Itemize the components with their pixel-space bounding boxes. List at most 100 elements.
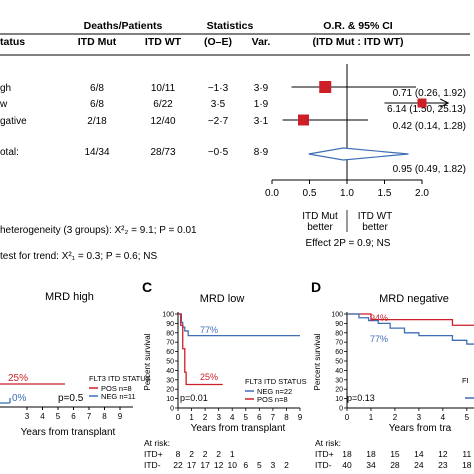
forest-row-wt: 12/40 [150,116,175,127]
km-c-ytick-label: 0 [170,406,174,413]
km-b-legend-neg: NEG n=11 [101,392,136,401]
km-d-at-risk: At risk: [315,438,341,448]
km-d-title: MRD negative [379,293,449,305]
km-d-risk-plus: 18 [342,449,352,459]
forest-row-mut: 6/8 [90,99,104,110]
km-b-legend-title: FLT3 ITD STATUS [89,374,151,383]
forest-axis-tick-label: 1.0 [340,188,354,199]
km-d-xtick-label: 5 [465,413,470,422]
km-d-label-neg: 77% [370,334,388,344]
km-d-ylabel: Percent survival [313,333,322,390]
km-d-risk-plus: 15 [390,449,400,459]
forest-row-label: gative [0,116,27,127]
km-c-curves [178,313,300,386]
km-d-ytick-label: 20 [335,387,343,394]
km-c-xtick-label: 5 [244,413,249,422]
km-b-label-pos: 25% [8,373,28,384]
km-d-curve-neg [347,313,474,345]
km-c-curve-pos [178,313,223,386]
km-c-risk-plus: 2 [216,449,221,459]
km-c-panel-letter: C [142,279,152,295]
forest-total-mut: 14/34 [84,147,109,158]
km-c-ytick-label: 30 [166,377,174,384]
forest-axis-tick-label: 0.5 [303,188,317,199]
km-d-risk-minus: 23 [438,460,448,470]
km-d-xtick-label: 4 [441,413,446,422]
forest-heterogeneity-text: heterogeneity (3 groups): X²₂ = 9.1; P =… [0,225,197,236]
forest-row-label: gh [0,83,11,94]
km-c-risk-minus: 17 [187,460,197,470]
forest-row-mut: 2/18 [87,116,107,127]
forest-total-var: 8·9 [254,147,269,158]
forest-total-wt: 28/73 [150,147,175,158]
km-c-risk-minus: 22 [173,460,183,470]
forest-better-left-1: ITD Mut [302,211,338,222]
km-c-pvalue: p=0.01 [180,393,208,403]
km-c-risk-minus: 3 [271,460,276,470]
forest-header-or: O.R. & 95% CI [323,20,393,32]
km-d-curve-pos [347,313,474,326]
forest-better-left-2: better [307,222,333,233]
km-c-risk-minus: 12 [214,460,224,470]
km-c-ytick-label: 90 [166,321,174,328]
km-d-itd-minus-label: ITD- [315,460,332,470]
forest-total-or-text: 0.95 (0.49, 1.82) [393,164,466,175]
forest-better-right-1: ITD WT [358,211,392,222]
km-c-xtick-label: 0 [176,413,181,422]
km-c-itd-plus-label: ITD+ [144,449,163,459]
km-d-panel-letter: D [311,279,321,295]
forest-col-var: Var. [252,36,271,48]
forest-header-statistics: Statistics [207,20,254,32]
forest-or-square [298,114,309,126]
km-c-ytick-label: 10 [166,396,174,403]
forest-total-oe: −0·5 [208,147,229,158]
km-b-xtick-label: 8 [102,412,107,421]
km-c-risk-table: 8 2 2 2 122 17 17 12 10 6 5 3 2 [173,449,289,470]
km-b-xtick-label: 6 [71,412,76,421]
km-d-xtick-label: 0 [345,413,350,422]
km-c-risk-plus: 2 [203,449,208,459]
km-b-xticks: 3 4 5 6 7 8 9 [25,407,123,421]
forest-total-label: otal: [0,147,19,158]
forest-axis-tick-label: 0.0 [265,188,279,199]
forest-col-ratio: (ITD Mut : ITD WT) [313,36,404,48]
km-d-risk-minus: 34 [366,460,376,470]
km-c-at-risk: At risk: [144,438,170,448]
km-c-risk-plus: 2 [189,449,194,459]
forest-total-diamond [308,147,409,161]
forest-axis-tick-label: 2.0 [415,188,429,199]
km-d-ytick-label: 70 [335,340,343,347]
forest-col-oe: (O–E) [204,36,232,48]
km-panel-c: C MRD low Percent survival 1009080706050… [142,279,307,470]
km-c-risk-minus: 2 [284,460,289,470]
km-b-xtick-label: 5 [56,412,61,421]
forest-row-label: w [0,99,8,110]
km-c-ytick-label: 40 [166,368,174,375]
km-b-xtick-label: 7 [87,412,92,421]
forest-row-or-text: 0.71 (0.26, 1.92) [393,88,466,99]
forest-row-wt: 6/22 [153,99,173,110]
km-d-risk-plus: 14 [414,449,424,459]
forest-row-mut: 6/8 [90,83,104,94]
km-d-xtick-label: 2 [393,413,398,422]
km-c-itd-minus-label: ITD- [144,460,161,470]
km-d-ytick-label: 50 [335,359,343,366]
km-d-risk-minus: 28 [390,460,400,470]
km-c-ytick-label: 70 [166,340,174,347]
km-d-pvalue: p=0.13 [347,393,375,403]
km-c-title: MRD low [200,293,245,305]
km-c-xtick-label: 4 [230,413,235,422]
km-c-risk-minus: 6 [243,460,248,470]
km-d-ytick-label: 60 [335,349,343,356]
km-d-ytick-label: 10 [335,396,343,403]
forest-row-wt: 10/11 [151,83,176,94]
km-c-xtick-label: 3 [216,413,221,422]
forest-or-square [417,98,427,108]
km-d-itd-plus-label: ITD+ [315,449,334,459]
km-d-risk-plus: 12 [438,449,448,459]
forest-row-var: 1·9 [254,99,269,110]
km-d-ytick-label: 30 [335,377,343,384]
forest-row-var: 3·9 [254,83,269,94]
